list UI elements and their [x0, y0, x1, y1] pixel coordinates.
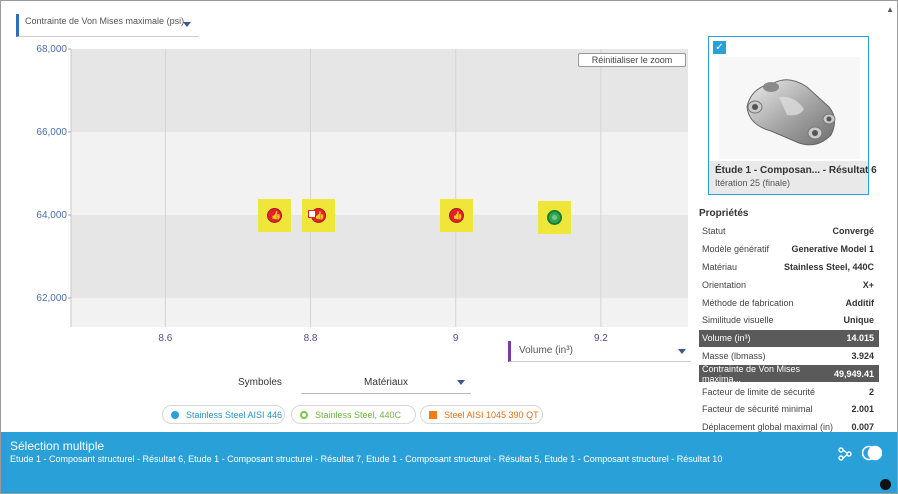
checkbox-checked-icon[interactable]: ✓ [713, 41, 726, 54]
compare-toggle-icon[interactable] [862, 444, 882, 462]
x-tick-label: 8.8 [304, 333, 318, 344]
chart-svg: 68,000 66,000 64,000 62,000 8.6 8.8 9 9.2 [36, 44, 688, 344]
y-tick-label: 66,000 [36, 127, 67, 138]
property-key: Statut [702, 226, 726, 237]
property-key: Facteur de sécurité minimal [702, 404, 813, 415]
chart-band [71, 297, 688, 327]
legend-item-aisi-446[interactable]: Stainless Steel AISI 446 [162, 405, 285, 424]
property-row: Matériau Stainless Steel, 440C [699, 259, 879, 277]
legend-label: Stainless Steel AISI 446 [186, 410, 283, 420]
property-key: Facteur de limite de sécurité [702, 386, 816, 397]
thumbs-up-icon: 👍 [448, 207, 464, 223]
properties-panel: Statut Convergé Modèle génératif Generative… [699, 223, 879, 432]
property-row: Modèle génératif Generative Model 1 [699, 241, 879, 259]
property-key: Modèle génératif [702, 244, 770, 255]
property-value: Unique [843, 315, 875, 326]
y-tick-label: 62,000 [36, 293, 67, 304]
reset-zoom-button[interactable]: Réinitialiser le zoom [578, 53, 686, 67]
chevron-down-icon [183, 22, 191, 27]
property-value: 49,949.41 [833, 368, 874, 379]
data-point-marker[interactable]: 👍 [301, 198, 335, 232]
x-tick-label: 8.6 [158, 333, 172, 344]
chart-band [71, 131, 688, 215]
thumbs-up-glyph: 👍 [271, 210, 282, 220]
property-key: Méthode de fabrication [702, 297, 794, 308]
property-key: Volume (in³) [702, 333, 751, 344]
thumbs-up-icon: 👍 [267, 207, 283, 223]
symbols-label: Symboles [238, 377, 282, 388]
selection-title: Sélection multiple [10, 439, 105, 453]
result-card[interactable]: ✓ Étu [708, 36, 877, 195]
selection-list: Etude 1 - Composant structurel - Résulta… [10, 454, 723, 464]
help-icon[interactable] [880, 479, 891, 490]
property-value: 0.007 [851, 422, 874, 432]
legend-label: Stainless Steel, 440C [315, 410, 402, 420]
property-row: Contrainte de Von Mises maxima... 49,949.… [699, 363, 879, 384]
symbols-select-value: Matériaux [364, 377, 408, 388]
green-ring-icon [546, 210, 562, 226]
property-key: Contrainte de Von Mises maxima... [702, 363, 801, 384]
property-key: Similitude visuelle [702, 315, 774, 326]
property-value: Convergé [832, 226, 874, 237]
x-axis-select[interactable]: Volume (in³) [508, 341, 691, 362]
property-key: Déplacement global maximal (in) [702, 422, 834, 432]
property-value: Generative Model 1 [791, 244, 874, 255]
property-row: Statut Convergé [699, 223, 879, 241]
properties-title: Propriétés [699, 208, 749, 219]
y-tick-label: 64,000 [36, 210, 67, 221]
y-axis-select-label: Contrainte de Von Mises maximale (psi) [25, 16, 185, 26]
property-value: 14.015 [846, 333, 874, 344]
y-tick-label: 68,000 [36, 44, 67, 55]
property-value: 2 [868, 386, 874, 397]
scroll-up-icon[interactable]: ▲ [886, 5, 894, 14]
chevron-down-icon [457, 380, 465, 385]
property-row: Facteur de sécurité minimal 2.001 [699, 401, 879, 419]
property-row: Facteur de limite de sécurité 2 [699, 383, 879, 401]
y-axis-select[interactable]: Contrainte de Von Mises maximale (psi) [16, 14, 199, 37]
compare-share-icon[interactable] [837, 446, 853, 462]
property-value: X+ [862, 279, 874, 290]
property-value: Stainless Steel, 440C [783, 261, 874, 272]
data-point-marker[interactable]: 👍 [258, 198, 292, 232]
property-value: Additif [845, 297, 875, 308]
scatter-chart[interactable]: 68,000 66,000 64,000 62,000 8.6 8.8 9 9.2 [1, 41, 696, 346]
legend-label: Steel AISI 1045 390 QT [444, 410, 539, 420]
property-row: Méthode de fabrication Additif [699, 294, 879, 312]
property-value: 2.001 [851, 404, 874, 415]
chart-band [71, 214, 688, 298]
orange-square-icon [307, 209, 316, 218]
legend-item-440c[interactable]: Stainless Steel, 440C [291, 405, 416, 424]
data-point-marker[interactable]: 👍 [439, 198, 473, 232]
x-axis-select-label: Volume (in³) [519, 345, 573, 356]
part-thumbnail [719, 57, 860, 159]
chevron-down-icon [678, 349, 686, 354]
property-key: Matériau [702, 261, 738, 272]
selection-bar: Sélection multiple Etude 1 - Composant s… [1, 432, 897, 493]
legend-item-1045[interactable]: Steel AISI 1045 390 QT [420, 405, 543, 424]
x-tick-label: 9 [453, 333, 459, 344]
x-tick-label: 9.2 [594, 333, 608, 344]
orange-square-icon [429, 411, 437, 419]
card-subtitle: Itération 25 (finale) [715, 178, 791, 188]
property-row: Similitude visuelle Unique [699, 312, 879, 330]
property-row: Volume (in³) 14.015 [699, 329, 879, 348]
property-row: Déplacement global maximal (in) 0.007 [699, 419, 879, 432]
thumbs-up-glyph: 👍 [452, 210, 463, 220]
property-value: 3.924 [851, 350, 874, 361]
property-key: Orientation [702, 279, 747, 290]
property-key: Masse (lbmass) [702, 350, 766, 361]
symbols-select[interactable]: Matériaux [301, 372, 471, 394]
property-row: Masse (lbmass) 3.924 [699, 348, 879, 366]
green-ring-icon [300, 411, 308, 419]
property-row: Orientation X+ [699, 276, 879, 295]
card-title: Étude 1 - Composan... - Résultat 6 [715, 165, 877, 176]
blue-dot-icon [171, 411, 179, 419]
data-point-marker[interactable] [537, 201, 571, 235]
thumbs-up-glyph: 👍 [314, 210, 325, 220]
card-footer: Étude 1 - Composan... - Résultat 6 Itéra… [709, 161, 877, 194]
